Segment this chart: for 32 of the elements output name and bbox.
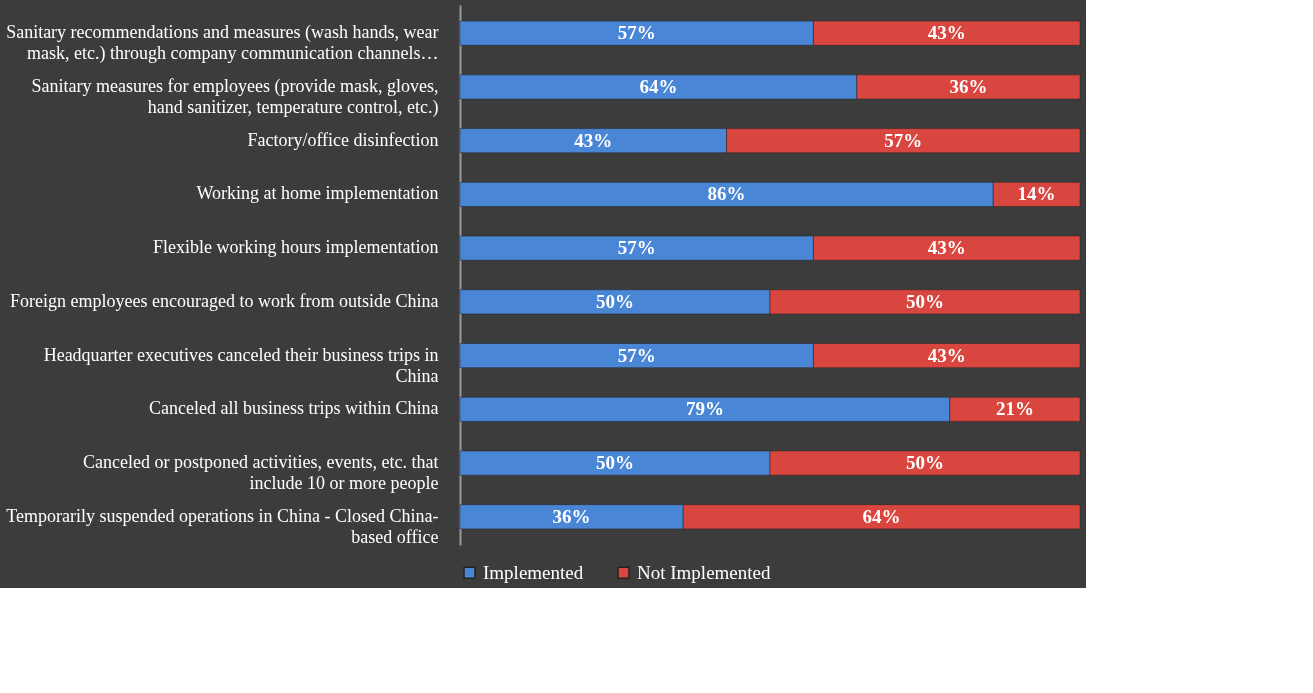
y-tick-label: Canceled all business trips within China xyxy=(149,398,439,419)
data-label: 43% xyxy=(574,129,613,151)
y-tick-label: Flexible working hours implementation xyxy=(153,237,439,258)
y-tick-label: Temporarily suspended operations in China - Closed China-based office xyxy=(6,505,439,547)
y-tick-label: Foreign employees encouraged to work from outside China xyxy=(10,290,439,311)
legend-label: Implemented xyxy=(483,561,584,583)
y-tick-label: Canceled or postponed activities, events, etc. that include 10 or more people xyxy=(83,452,439,494)
data-label: 57% xyxy=(884,129,923,151)
y-tick-label: Factory/office disinfection xyxy=(247,129,439,150)
y-tick-label: Sanitary measures for employees (provide mask, gloves, hand sanitizer, temperature control, etc.) xyxy=(31,75,439,118)
data-label: 50% xyxy=(906,290,944,312)
legend-label: Not Implemented xyxy=(637,561,771,583)
data-label: 79% xyxy=(685,398,724,420)
data-label: 57% xyxy=(617,237,656,259)
data-label: 50% xyxy=(596,290,634,312)
data-label: 86% xyxy=(707,183,746,205)
data-label: 64% xyxy=(862,505,901,527)
y-tick-label: Sanitary recommendations and measures (wash hands, wear mask, etc.) through company communication channels… xyxy=(6,22,439,65)
data-label: 50% xyxy=(906,452,944,474)
data-label: 14% xyxy=(1017,183,1056,205)
y-tick-label: Headquarter executives canceled their business trips in China xyxy=(43,344,439,386)
data-label: 43% xyxy=(927,22,966,44)
data-label: 57% xyxy=(617,22,656,44)
data-label: 50% xyxy=(596,452,634,474)
data-label: 57% xyxy=(617,344,656,366)
data-label: 21% xyxy=(995,398,1034,420)
data-label: 36% xyxy=(552,505,591,527)
y-tick-label: Working at home implementation xyxy=(196,183,439,204)
data-label: 43% xyxy=(927,344,966,366)
data-label: 43% xyxy=(927,237,966,259)
data-label: 64% xyxy=(639,75,678,97)
data-label: 36% xyxy=(949,75,988,97)
